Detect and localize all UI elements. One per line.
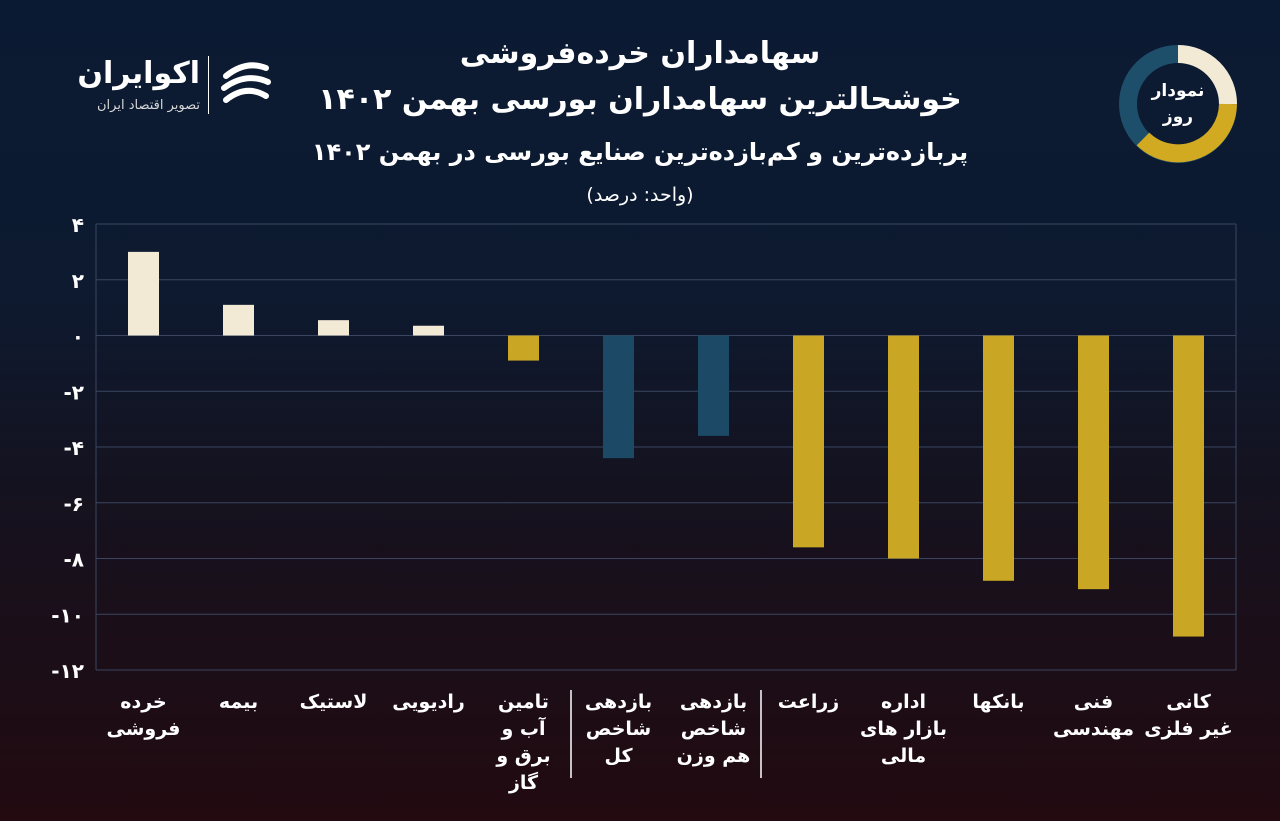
bar bbox=[318, 320, 349, 336]
bar bbox=[128, 251, 159, 336]
x-category-label: اداره bbox=[881, 691, 926, 713]
bar bbox=[603, 335, 634, 459]
bar bbox=[888, 335, 919, 559]
x-category-label: برق و bbox=[495, 745, 550, 767]
x-category-label: شاخص bbox=[681, 718, 746, 740]
x-category-label: بانکها bbox=[972, 691, 1024, 713]
y-tick-label: ۲ bbox=[72, 269, 84, 293]
brand-tagline: تصویر اقتصاد ایران bbox=[97, 98, 200, 113]
daily-chart-badge: نمودار روز bbox=[1118, 44, 1238, 164]
y-tick-label: -۱۲ bbox=[51, 659, 84, 683]
unit-label: (واحد: درصد) bbox=[586, 184, 694, 206]
badge-line1: نمودار bbox=[1151, 81, 1205, 101]
chart-subtitle: پربازده‌ترین و کم‌بازده‌ترین صنایع بورسی… bbox=[311, 138, 969, 166]
x-category-label: کل bbox=[604, 745, 633, 767]
ecoiran-logo-icon bbox=[216, 54, 276, 118]
y-tick-label: -۴ bbox=[63, 436, 84, 460]
bar bbox=[223, 304, 254, 336]
x-category-label: کانی bbox=[1166, 691, 1211, 713]
bar bbox=[793, 335, 824, 548]
x-category-label: بازدهی bbox=[680, 691, 747, 713]
x-category-label: فروشی bbox=[107, 718, 181, 740]
x-category-label: لاستیک bbox=[300, 691, 368, 713]
bar bbox=[1078, 335, 1109, 590]
x-category-label: آب و bbox=[500, 716, 546, 740]
x-category-label: مالی bbox=[881, 745, 926, 767]
x-category-label: رادیویی bbox=[392, 691, 465, 713]
y-tick-label: ۰ bbox=[72, 325, 84, 349]
y-tick-label: -۶ bbox=[63, 492, 84, 516]
bar bbox=[698, 335, 729, 436]
bar bbox=[413, 325, 444, 336]
y-tick-label: -۲ bbox=[63, 380, 84, 404]
y-tick-label: -۸ bbox=[63, 548, 84, 572]
badge-label: نمودار روز bbox=[1118, 78, 1238, 130]
x-category-label: زراعت bbox=[778, 691, 839, 713]
x-category-label: هم وزن bbox=[677, 745, 751, 767]
y-tick-label: ۴ bbox=[72, 213, 84, 237]
bar bbox=[1173, 335, 1204, 637]
badge-line2: روز bbox=[1162, 107, 1194, 127]
x-category-label: بیمه bbox=[219, 691, 258, 713]
brand-divider bbox=[208, 56, 209, 114]
bar bbox=[983, 335, 1014, 581]
x-category-label: تامین bbox=[498, 691, 549, 713]
x-category-label: بازار های bbox=[860, 718, 947, 740]
x-category-label: خرده bbox=[120, 691, 166, 713]
y-tick-label: -۱۰ bbox=[51, 603, 84, 627]
chart-title: سهامداران خرده‌فروشی bbox=[459, 36, 821, 71]
brand: اکوایران تصویر اقتصاد ایران bbox=[40, 52, 280, 122]
brand-name: اکوایران bbox=[77, 56, 200, 91]
x-category-label: شاخص bbox=[586, 718, 651, 740]
x-category-label: فنی bbox=[1074, 691, 1113, 713]
chart-title-line2: خوشحالترین سهامداران بورسی بهمن ۱۴۰۲ bbox=[318, 82, 962, 117]
donut-icon bbox=[1119, 45, 1237, 163]
x-category-label: غیر فلزی bbox=[1144, 718, 1233, 740]
x-category-label: بازدهی bbox=[585, 691, 652, 713]
x-category-label: مهندسی bbox=[1053, 718, 1134, 740]
x-category-label: گاز bbox=[508, 771, 539, 794]
bar bbox=[508, 335, 539, 361]
